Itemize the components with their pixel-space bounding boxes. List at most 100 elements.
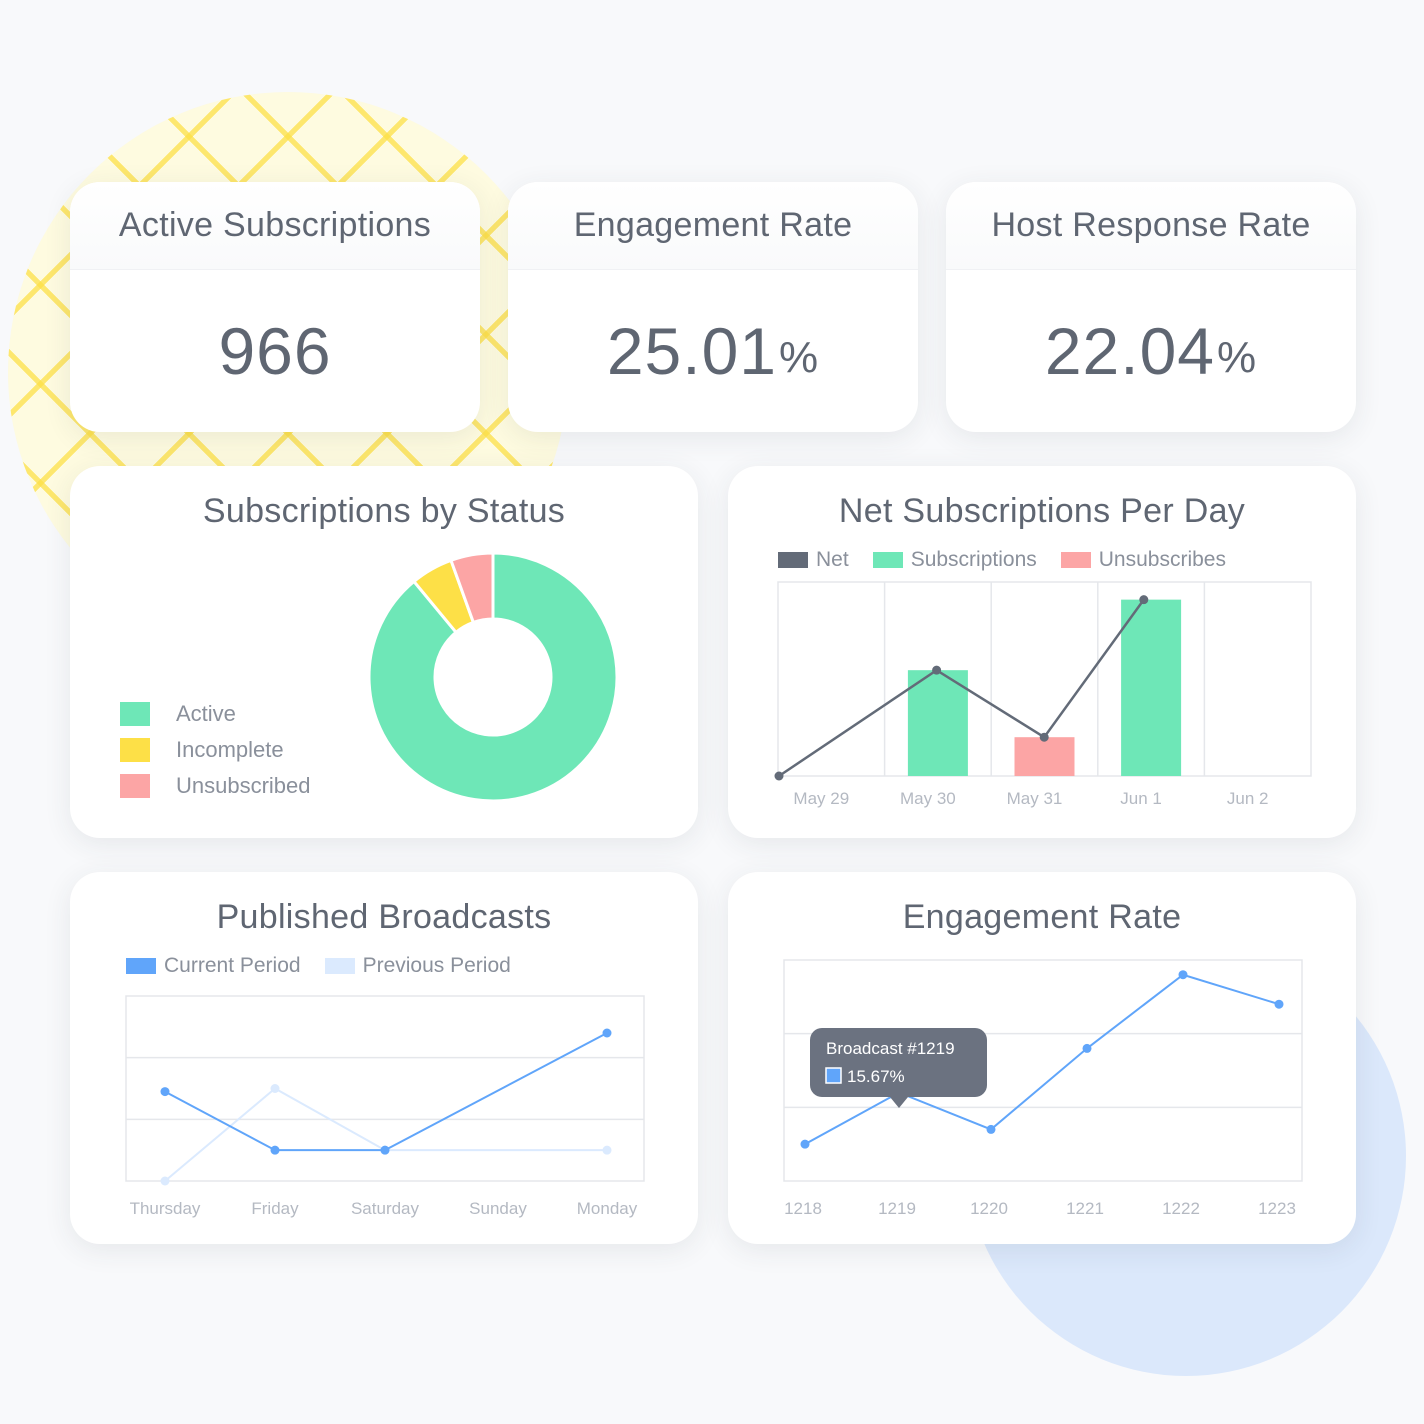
tooltip-title: Broadcast #1219 [826,1039,955,1058]
x-tick-label: 1219 [878,1199,916,1218]
donut-slice-active [367,551,619,803]
stat-title: Active Subscriptions [70,182,480,270]
legend-swatch [120,702,150,726]
series-line-net [778,598,1145,778]
point-net [1039,732,1049,742]
legend-label: Unsubscribed [176,773,311,798]
published-broadcasts-chart: Thursday Friday Saturday Sunday Monday [125,995,645,1218]
legend-swatch [120,738,150,762]
point-previous [602,1145,612,1155]
x-tick-label: Monday [577,1199,638,1218]
x-tick-label: May 31 [1007,789,1063,808]
engagement-rate-chart: 1218 1219 1220 1221 1222 1223 Broadcast #1219 1… [783,959,1303,1218]
donut-legend: Active Incomplete Unsubscribed [120,696,311,804]
chart-card-engagement-rate: Engagement Rate 1218 1219 1220 1221 1222 1223… [728,872,1356,1244]
legend-swatch [120,774,150,798]
legend-item-incomplete[interactable]: Incomplete [120,732,311,768]
stat-value-row: 22.04% [946,270,1356,432]
x-tick-label: 1221 [1066,1199,1104,1218]
x-tick-label: 1222 [1162,1199,1200,1218]
legend-item-unsubscribes[interactable]: Unsubscribes [1060,548,1226,572]
point-net [1139,595,1149,605]
point-net [774,771,784,781]
stat-unit: % [1217,333,1258,382]
x-tick-label: Jun 1 [1120,789,1162,808]
legend-swatch [126,958,156,974]
tooltip-arrow [890,1097,908,1108]
x-tick-label: 1218 [784,1199,822,1218]
point-previous [160,1176,170,1186]
donut-slice-unsubscribed [449,551,495,625]
bar-subscriptions [907,670,968,776]
stat-value: 966 [218,314,332,388]
point-engagement [1082,1043,1092,1053]
series-line-engagement [804,973,1280,1146]
legend-item-unsubscribed[interactable]: Unsubscribed [120,768,311,804]
legend-swatch [324,958,355,974]
legend-item-previous-period[interactable]: Previous Period [324,954,511,978]
stat-card-active-subscriptions: Active Subscriptions 966 [70,182,480,432]
chart-title: Net Subscriptions Per Day [838,492,1246,530]
legend-item-net[interactable]: Net [778,548,849,572]
bar-subscriptions [1121,599,1182,776]
legend-swatch [872,552,903,568]
point-net [932,665,942,675]
stat-unit: % [779,333,820,382]
point-current [270,1145,280,1155]
stat-title: Engagement Rate [508,182,918,270]
x-tick-label: 1220 [970,1199,1008,1218]
x-tick-label: Friday [251,1199,299,1218]
legend-item-subscriptions[interactable]: Subscriptions [872,548,1037,572]
stat-value: 22.04 [1044,314,1216,388]
series-line-previous [164,1087,607,1182]
point-engagement [1274,999,1284,1009]
point-engagement [800,1139,810,1149]
legend-item-active[interactable]: Active [120,696,311,732]
legend-label: Incomplete [176,737,284,762]
point-current [602,1028,612,1038]
stat-value: 25.01 [606,314,778,388]
legend-label: Net [816,548,849,571]
stat-card-host-response-rate: Host Response Rate 22.04% [946,182,1356,432]
legend-swatch [778,552,808,568]
legend-label: Subscriptions [910,548,1037,571]
point-engagement [1178,970,1188,980]
legend-label: Current Period [164,954,301,977]
legend-label: Unsubscribes [1098,548,1226,571]
bar-unsubscribes [1014,737,1075,776]
tooltip-value: 15.67% [847,1067,905,1086]
legend-item-current-period[interactable]: Current Period [126,954,301,978]
point-current [160,1087,170,1097]
legend-label: Active [176,701,236,726]
chart-title: Engagement Rate [902,898,1182,936]
stat-card-engagement-rate: Engagement Rate 25.01% [508,182,918,432]
x-tick-label: Saturday [351,1199,420,1218]
x-tick-label: 1223 [1258,1199,1296,1218]
series-line-current [164,1032,608,1152]
x-tick-label: May 30 [900,789,956,808]
x-tick-label: May 29 [793,789,849,808]
net-subscriptions-chart: May 29 May 30 May 31 Jun 1 Jun 2 [774,581,1312,808]
legend-swatch [1060,552,1091,568]
plot-frame [125,995,645,1182]
chart-title: Published Broadcasts [216,898,552,936]
x-tick-label: Sunday [469,1199,527,1218]
x-tick-label: Jun 2 [1227,789,1269,808]
chart-card-published-broadcasts: Published Broadcasts Current Period Prev… [70,872,698,1244]
legend-label: Previous Period [362,954,511,977]
tooltip-box [810,1028,987,1097]
chart-legend: Current Period Previous Period [126,954,535,978]
point-engagement [986,1124,996,1134]
point-previous [270,1084,280,1093]
chart-card-net-subscriptions: Net Subscriptions Per Day Net Subscripti… [728,466,1356,838]
stat-value-row: 966 [70,270,480,432]
stat-title: Host Response Rate [946,182,1356,270]
chart-title: Subscriptions by Status [202,492,566,530]
stat-value-row: 25.01% [508,270,918,432]
donut-chart [367,551,619,803]
x-tick-label: Thursday [130,1199,201,1218]
plot-frame [783,959,1303,1182]
chart-card-subscriptions-by-status: Subscriptions by Status Active Incomplet… [70,466,698,838]
tooltip-swatch [825,1067,842,1084]
chart-legend: Net Subscriptions Unsubscribes [778,548,1250,572]
